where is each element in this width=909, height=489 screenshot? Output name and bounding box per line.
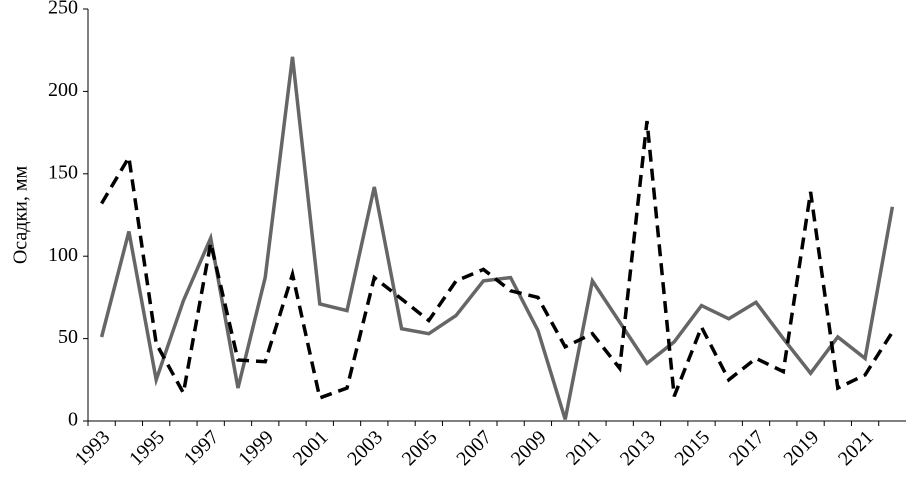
- y-tick-label: 250: [48, 0, 78, 19]
- x-tick-label: 1999: [234, 426, 278, 470]
- x-tick-label: 2019: [780, 426, 824, 470]
- x-tick-label: 2005: [398, 426, 442, 470]
- x-tick-label: 2013: [616, 426, 660, 470]
- x-tick-label: 2015: [670, 426, 714, 470]
- x-tick-label: 2017: [725, 426, 769, 470]
- x-tick-label: 2003: [343, 426, 387, 470]
- y-tick-label: 0: [68, 409, 78, 431]
- x-tick-label: 1995: [125, 426, 169, 470]
- x-tick-label: 2001: [289, 426, 333, 470]
- line-series: [100, 120, 894, 401]
- y-tick-label: 150: [48, 161, 78, 183]
- y-axis-label: Осадки, мм: [10, 165, 32, 264]
- y-tick-label: 100: [48, 244, 78, 266]
- x-tick-label: 2007: [452, 426, 496, 470]
- x-tick-label: 2021: [834, 426, 878, 470]
- line-series: [99, 56, 895, 420]
- x-tick-label: 2011: [562, 426, 605, 469]
- y-tick-label: 50: [58, 326, 78, 348]
- x-tick-label: 1997: [180, 426, 224, 470]
- x-tick-label: 1993: [71, 426, 115, 470]
- y-tick-label: 200: [48, 79, 78, 101]
- x-tick-label: 2009: [507, 426, 551, 470]
